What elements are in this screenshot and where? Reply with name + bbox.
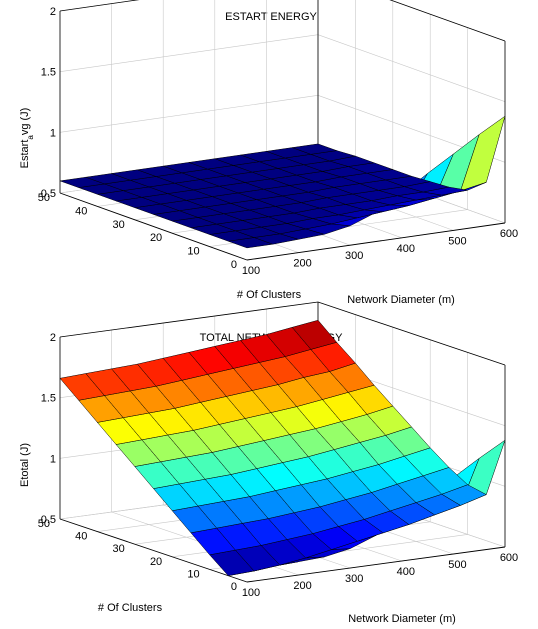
y-tick-label: 20	[150, 232, 162, 244]
chart-title-estart: ESTART ENERGY	[225, 11, 317, 23]
z-tick-label: 0.5	[41, 188, 56, 200]
y-tick-label: 30	[113, 543, 125, 555]
x-tick-label: 400	[397, 566, 415, 578]
x-tick-label: 500	[448, 235, 466, 247]
x-tick-label: 100	[242, 587, 260, 599]
grid-line	[389, 0, 506, 42]
y-tick-label: 20	[150, 556, 162, 568]
y-tick-label: 40	[75, 531, 87, 543]
axis-line	[59, 0, 140, 12]
z-tick-label: 1.5	[41, 67, 56, 79]
x-tick-label: 300	[345, 573, 363, 585]
x-axis-label-total: Network Diameter (m)	[348, 613, 456, 625]
z-tick-label: 0.5	[41, 514, 56, 526]
y-tick-label: 50	[38, 192, 50, 204]
z-tick-label: 2	[50, 6, 56, 18]
z-tick-label: 1	[50, 127, 56, 139]
y-axis-label-estart: # Of Clusters	[237, 289, 302, 301]
tick-labels-estart: 100 200 300 400 500 600 0 10 20 30 40 500.5 1 1.5 2	[38, 6, 518, 277]
surface-total	[59, 319, 506, 576]
axis-line	[317, 301, 506, 366]
y-tick-label: 30	[113, 219, 125, 231]
y-tick-label: 0	[231, 581, 237, 593]
y-tick-label: 50	[38, 518, 50, 530]
surface-patch	[292, 143, 337, 155]
y-tick-label: 40	[75, 205, 87, 217]
z-axis-label-estart: Estartavg (J)	[19, 108, 35, 169]
y-axis-line	[59, 192, 248, 261]
x-tick-label: 400	[397, 243, 415, 255]
surface-estart	[59, 115, 506, 249]
tick-labels-total: 100 200 300 400 500 600 0 10 20 30 40 500.5 1 1.5 2	[38, 332, 518, 599]
x-tick-label: 200	[293, 580, 311, 592]
x-tick-label: 100	[242, 265, 260, 277]
y-tick-label: 10	[187, 568, 199, 580]
grid-line	[59, 95, 319, 133]
x-tick-label: 300	[345, 250, 363, 262]
x-tick-label: 200	[293, 258, 311, 270]
axis-line	[389, 0, 506, 42]
x-axis-line	[246, 222, 506, 261]
y-tick-label: 0	[231, 259, 237, 271]
axis-line	[59, 301, 319, 338]
grid-line	[317, 34, 506, 102]
estart-energy-panel: ESTART ENERGY 100 200 300 400 500 600 0 10 20 30 4…	[19, 0, 518, 306]
total-network-energy-panel: TOTAL NETWORK ENERGY 1002003004005006000…	[19, 301, 518, 625]
x-tick-label: 600	[500, 228, 518, 240]
z-tick-label: 2	[50, 332, 56, 344]
x-tick-label: 500	[448, 559, 466, 571]
z-tick-label: 1.5	[41, 393, 56, 405]
grid-line	[59, 34, 319, 72]
x-axis-line	[246, 546, 506, 583]
z-tick-label: 1	[50, 453, 56, 465]
x-axis-label-estart: Network Diameter (m)	[347, 294, 455, 306]
y-axis-line	[59, 518, 248, 583]
y-tick-label: 10	[187, 246, 199, 258]
z-axis-label-total: Etotal (J)	[19, 443, 31, 487]
x-tick-label: 600	[500, 552, 518, 564]
y-axis-label-total: # Of Clusters	[98, 602, 163, 614]
surface-patch	[291, 319, 338, 350]
